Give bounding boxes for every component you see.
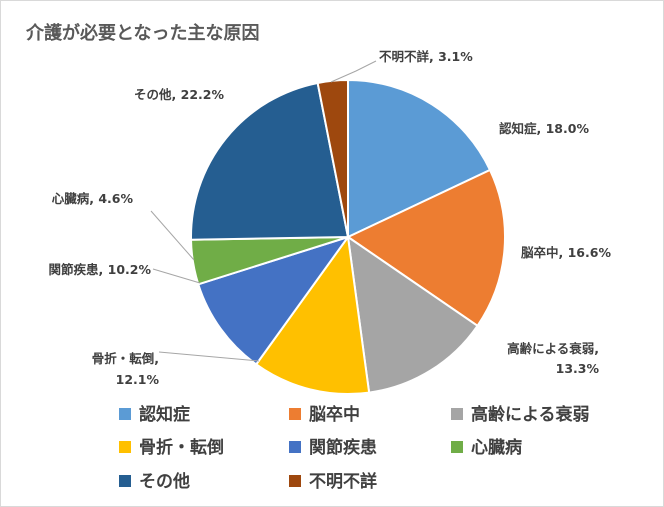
leader-line-6: [150, 210, 195, 261]
data-label-3-line-1: 高齢による衰弱,: [507, 341, 599, 356]
legend-swatch-5: [289, 441, 301, 453]
data-label-8: 不明不詳, 3.1%: [379, 49, 473, 64]
legend-label-2: 脳卒中: [309, 404, 360, 425]
pie-slice-4: [254, 234, 371, 395]
data-label-6: 心臓病, 4.6%: [52, 191, 134, 206]
legend-swatch-3: [451, 408, 463, 420]
legend-label-7: その他: [139, 471, 190, 492]
data-label-2: 脳卒中, 16.6%: [521, 245, 611, 260]
legend-label-8: 不明不詳: [309, 471, 377, 492]
pie-slice-1: [347, 78, 492, 239]
pie-slice-7: [190, 81, 350, 241]
legend-swatch-8: [289, 475, 301, 487]
data-label-7: その他, 22.2%: [134, 87, 224, 102]
data-label-5: 関節疾患, 10.2%: [49, 262, 152, 277]
legend-swatch-7: [119, 475, 131, 487]
data-label-1: 認知症, 18.0%: [499, 121, 589, 136]
data-label-4-line-2: 12.1%: [116, 372, 160, 387]
leader-line-8: [330, 60, 377, 83]
leader-line-4: [158, 351, 260, 362]
legend-label-6: 心臓病: [471, 437, 522, 458]
legend-label-1: 認知症: [139, 404, 190, 425]
data-label-3-line-2: 13.3%: [556, 361, 600, 376]
legend-label-4: 骨折・転倒: [139, 437, 224, 458]
legend-swatch-1: [119, 408, 131, 420]
legend-swatch-6: [451, 441, 463, 453]
pie-slice-5: [197, 235, 351, 366]
data-label-4-line-1: 骨折・転倒,: [92, 351, 159, 366]
leader-line-5: [152, 268, 201, 284]
pie-slice-3: [346, 234, 479, 394]
pie-slice-2: [345, 168, 506, 328]
legend-swatch-2: [289, 408, 301, 420]
legend-swatch-4: [119, 441, 131, 453]
chart-title: 介護が必要となった主な原因: [26, 23, 260, 44]
legend-label-3: 高齢による衰弱: [471, 404, 590, 425]
legend-label-5: 関節疾患: [309, 437, 377, 458]
